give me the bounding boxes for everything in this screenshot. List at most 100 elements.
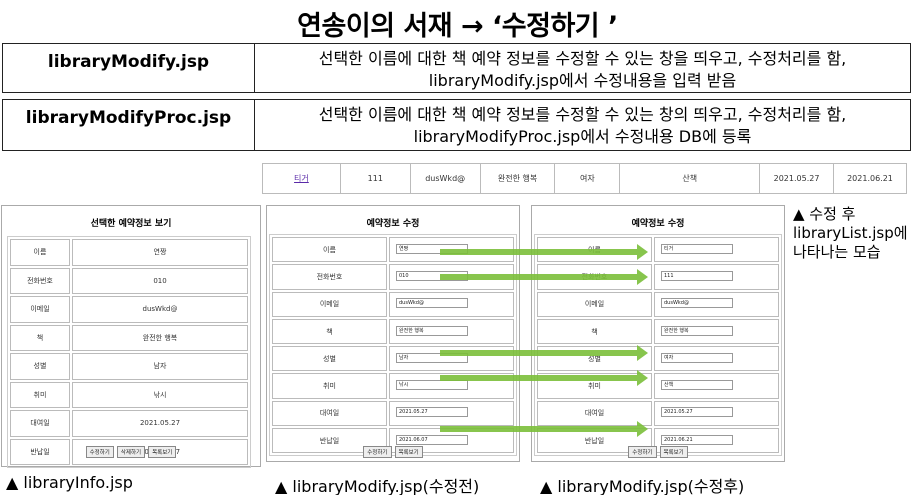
form-row: 대여일 2021.05.27 bbox=[537, 400, 779, 427]
field-input-cell: 산책 bbox=[654, 373, 779, 399]
form-row: 책 완전한 행복 bbox=[537, 318, 779, 345]
caption-after: ▲ libraryModify.jsp(수정후) bbox=[540, 477, 745, 495]
field-label: 대여일 bbox=[272, 400, 387, 427]
field-input[interactable]: 완전한 행복 bbox=[661, 325, 733, 336]
change-arrow-gender bbox=[440, 345, 648, 361]
caption-info: ▲ libraryInfo.jsp bbox=[6, 473, 133, 492]
field-input[interactable]: dusWkd@ bbox=[396, 298, 468, 309]
modify-button[interactable]: 수정하기 bbox=[363, 446, 392, 458]
field-label: 취미 bbox=[272, 373, 387, 399]
field-value: 연짱 bbox=[72, 239, 248, 266]
modify-button[interactable]: 수정하기 bbox=[85, 446, 114, 458]
table-row: 티거 111 dusWkd@ 완전한 행복 여자 산책 2021.05.27 2… bbox=[262, 163, 907, 194]
list-button[interactable]: 목록보기 bbox=[148, 446, 177, 458]
field-input-cell: dusWkd@ bbox=[654, 291, 779, 317]
list-cell: 산책 bbox=[619, 163, 761, 194]
modify-after-buttons: 수정하기 목록보기 bbox=[531, 446, 785, 458]
modify-button[interactable]: 수정하기 bbox=[628, 446, 657, 458]
field-label: 이메일 bbox=[537, 291, 652, 317]
form-row: 이름 연짱 bbox=[10, 239, 248, 266]
list-button[interactable]: 목록보기 bbox=[659, 446, 688, 458]
note-line: ▲ 수정 후 bbox=[793, 205, 856, 223]
panel-title: 선택한 예약정보 보기 bbox=[90, 219, 172, 229]
list-cell: 2021.05.27 bbox=[759, 163, 834, 194]
field-input-cell: dusWkd@ bbox=[389, 291, 514, 317]
field-input[interactable]: 2021.06.07 bbox=[396, 434, 468, 445]
desc-line-1: 선택한 이름에 대한 책 예약 정보를 수정할 수 있는 창의 띄우고, 수정처… bbox=[318, 105, 847, 124]
field-input-cell: 2021.05.27 bbox=[389, 400, 514, 427]
field-input[interactable]: 산책 bbox=[661, 380, 733, 391]
field-label: 성별 bbox=[272, 346, 387, 372]
note-line: 나타나는 모습 bbox=[793, 243, 881, 261]
field-label: 취미 bbox=[537, 373, 652, 399]
change-arrow-hobby bbox=[440, 370, 648, 386]
modify-before-panel: 예약정보 수정 bbox=[266, 205, 520, 462]
form-row: 이메일 dusWkd@ bbox=[10, 296, 248, 323]
field-input[interactable]: 낚시 bbox=[396, 380, 468, 391]
field-input-cell: 111 bbox=[654, 264, 779, 290]
change-arrow-phone bbox=[440, 269, 648, 285]
field-value: 완전한 행복 bbox=[72, 324, 248, 351]
field-input[interactable]: 티거 bbox=[661, 243, 733, 254]
list-button[interactable]: 목록보기 bbox=[394, 446, 423, 458]
form-row: 취미 낚시 bbox=[10, 381, 248, 408]
desc-line-2: libraryModify.jsp에서 수정내용을 입력 받음 bbox=[428, 71, 737, 90]
field-input[interactable]: 2021.05.27 bbox=[396, 407, 468, 418]
field-input[interactable]: 111 bbox=[661, 270, 733, 281]
change-arrow-return-date bbox=[440, 421, 648, 437]
modify-before-table: 이름 연짱 전화번호 010 이메일 dusWkd@ 책 완전한 행복 성별 남자 취미 낚시 대여일 2… bbox=[269, 234, 517, 457]
desc-line-1: 선택한 이름에 대한 책 예약 정보를 수정할 수 있는 창을 띄우고, 수정처… bbox=[318, 49, 847, 68]
form-row: 책 완전한 행복 bbox=[10, 324, 248, 351]
info-buttons: 수정하기 삭제하기 목록보기 bbox=[1, 446, 261, 458]
field-label: 이름 bbox=[272, 237, 387, 263]
form-row: 대여일 2021.05.27 bbox=[10, 410, 248, 437]
delete-button[interactable]: 삭제하기 bbox=[116, 446, 146, 458]
desc-row-modifyproc: libraryModifyProc.jsp 선택한 이름에 대한 책 예약 정보… bbox=[2, 99, 911, 151]
field-input[interactable]: 연짱 bbox=[396, 243, 468, 254]
field-label: 반납일 bbox=[272, 428, 387, 454]
field-label: 책 bbox=[272, 318, 387, 345]
field-input-cell: 낚시 bbox=[389, 373, 514, 399]
field-input-cell: 2021.05.27 bbox=[654, 400, 779, 427]
field-label: 성별 bbox=[10, 353, 70, 380]
note-line: libraryList.jsp에 bbox=[793, 224, 908, 242]
desc-text: 선택한 이름에 대한 책 예약 정보를 수정할 수 있는 창의 띄우고, 수정처… bbox=[255, 100, 910, 150]
field-input-cell: 2021.06.21 bbox=[654, 428, 779, 454]
field-input-cell: 완전한 행복 bbox=[654, 318, 779, 345]
desc-line-2: libraryModifyProc.jsp에서 수정내용 DB에 등록 bbox=[413, 127, 752, 146]
field-label: 책 bbox=[10, 324, 70, 351]
field-label: 대여일 bbox=[10, 410, 70, 437]
form-row: 성별 남자 bbox=[10, 353, 248, 380]
caption-before: ▲ libraryModify.jsp(수정전) bbox=[275, 477, 480, 495]
info-table: 이름 연짱 전화번호 010 이메일 dusWkd@ 책 완전한 행복 성별 남자 취미 낚시 대여일 2… bbox=[7, 236, 251, 468]
field-label: 이메일 bbox=[10, 296, 70, 323]
field-label: 반납일 bbox=[10, 438, 70, 465]
field-input[interactable]: 여자 bbox=[661, 352, 733, 363]
field-label: 대여일 bbox=[537, 400, 652, 427]
list-cell: dusWkd@ bbox=[409, 163, 481, 194]
field-label: 전화번호 bbox=[272, 264, 387, 290]
field-value: 남자 bbox=[72, 353, 248, 380]
list-cell: 2021.06.21 bbox=[833, 163, 907, 194]
field-input-cell: 완전한 행복 bbox=[389, 318, 514, 345]
form-row: 성별 남자 bbox=[272, 346, 514, 372]
field-input[interactable]: 2021.05.27 bbox=[661, 407, 733, 418]
field-input[interactable]: 2021.06.21 bbox=[661, 434, 733, 445]
field-label: 책 bbox=[537, 318, 652, 345]
field-label: 이메일 bbox=[272, 291, 387, 317]
field-input[interactable]: 완전한 행복 bbox=[396, 325, 468, 336]
list-cell-name-link[interactable]: 티거 bbox=[262, 163, 341, 194]
change-arrow-name bbox=[440, 244, 648, 260]
list-cell: 완전한 행복 bbox=[479, 163, 556, 194]
library-list-row: 티거 111 dusWkd@ 완전한 행복 여자 산책 2021.05.27 2… bbox=[262, 163, 907, 194]
field-input[interactable]: 남자 bbox=[396, 352, 468, 363]
field-input[interactable]: dusWkd@ bbox=[661, 298, 733, 309]
panel-title: 예약정보 수정 bbox=[631, 219, 685, 229]
info-panel: 선택한 예약정보 보기 bbox=[1, 205, 261, 467]
desc-text: 선택한 이름에 대한 책 예약 정보를 수정할 수 있는 창을 띄우고, 수정처… bbox=[255, 44, 910, 92]
desc-name: libraryModifyProc.jsp bbox=[3, 100, 255, 150]
modify-before-buttons: 수정하기 목록보기 bbox=[266, 446, 520, 458]
list-note: ▲ 수정 후 libraryList.jsp에 나타나는 모습 bbox=[793, 205, 908, 262]
modify-after-panel: 예약정보 수정 bbox=[531, 205, 785, 462]
